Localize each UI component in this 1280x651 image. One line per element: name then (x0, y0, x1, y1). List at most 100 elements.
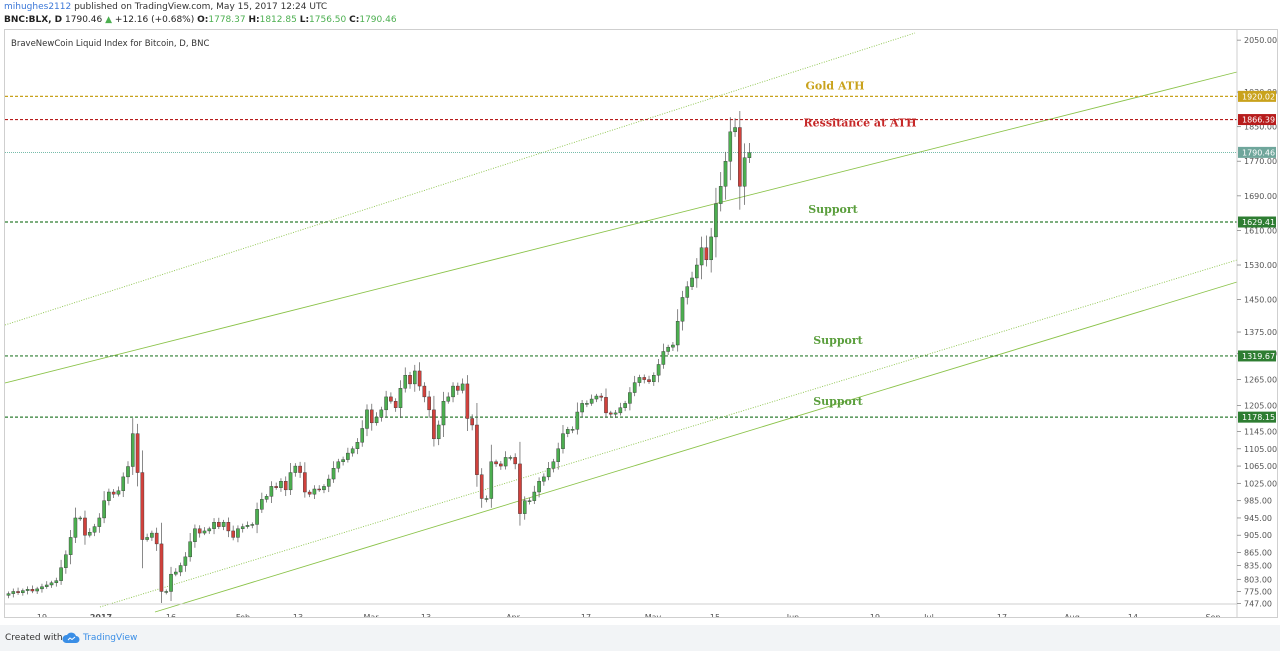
candle (484, 498, 489, 500)
candle (44, 584, 49, 587)
candle (188, 541, 192, 558)
candle (456, 385, 460, 391)
y-tick-label: 1265.00 (1244, 376, 1277, 385)
candle (494, 461, 498, 465)
candle (460, 383, 465, 391)
created-with-text: Created with (5, 633, 63, 643)
candle (350, 448, 355, 454)
channel-middle-line (5, 71, 1238, 384)
candle (341, 459, 345, 462)
candle (608, 412, 613, 415)
x-tick-label: 13 (293, 613, 303, 617)
price-label: 1866.39 (1242, 116, 1275, 125)
candle (690, 277, 694, 287)
candle (35, 588, 39, 592)
x-tick-label: 13 (421, 613, 431, 617)
x-tick-label: Aug (1064, 613, 1080, 617)
candle (589, 398, 594, 404)
channel-lower-line (154, 281, 1238, 613)
candle (422, 385, 427, 398)
candle (417, 370, 422, 387)
candle (427, 396, 431, 411)
candle (718, 186, 723, 204)
y-tick-label: 945.00 (1244, 514, 1272, 523)
candle (733, 127, 737, 133)
candle (652, 375, 656, 382)
candle (508, 457, 513, 459)
candle (714, 203, 718, 238)
tradingview-link[interactable]: TradingView (83, 633, 138, 643)
candle (695, 264, 699, 279)
candle (503, 457, 508, 467)
candle (365, 409, 369, 429)
candle (532, 491, 537, 501)
candle (671, 344, 675, 348)
y-tick-label: 1025.00 (1244, 479, 1277, 488)
candle (202, 530, 207, 534)
candle (398, 388, 403, 408)
candle (661, 351, 666, 365)
candle (54, 580, 59, 584)
candle (704, 247, 709, 261)
candle (64, 554, 68, 568)
y-tick-label: 775.00 (1244, 587, 1272, 596)
price-label-box (1238, 350, 1276, 362)
author-link[interactable]: mihughes2112 (4, 2, 72, 12)
candle (317, 488, 322, 491)
chart-title: BraveNewCoin Liquid Index for Bitcoin, D… (11, 39, 209, 49)
close-value: 1790.46 (359, 15, 397, 25)
tradingview-cloud-icon (62, 632, 80, 643)
published-text: published on TradingView.com, May 15, 20… (71, 2, 328, 12)
y-tick-label: 1770.00 (1244, 157, 1277, 166)
candle (73, 517, 78, 538)
candle (613, 412, 618, 415)
candle (546, 468, 551, 478)
candle (632, 382, 637, 393)
price-label-box (1238, 114, 1276, 126)
candle (413, 370, 417, 385)
candle (542, 476, 546, 482)
candle (68, 537, 73, 555)
channel-lower-dotted-line (99, 259, 1238, 608)
y-tick-label: 1205.00 (1244, 402, 1277, 411)
candle (680, 297, 685, 322)
chart-frame[interactable]: 2050.001930.001850.001770.001690.001610.… (4, 29, 1278, 618)
price-chart[interactable]: 2050.001930.001850.001770.001690.001610.… (5, 30, 1277, 617)
candle (369, 409, 374, 424)
publish-line: mihughes2112 published on TradingView.co… (4, 2, 327, 12)
candle (145, 537, 149, 540)
footer: Created with TradingView (0, 625, 1280, 651)
candle (441, 401, 446, 426)
y-tick-label: 835.00 (1244, 562, 1272, 571)
candle (49, 582, 54, 586)
x-tick-label: May (645, 613, 662, 617)
annotation-support: Support (813, 395, 863, 408)
candle (446, 396, 451, 402)
x-tick-label: Feb (236, 613, 250, 617)
annotation-resistance: Ressitance at ATH (804, 117, 917, 130)
price-label-box (1238, 146, 1276, 158)
candle (279, 481, 283, 488)
y-tick-label: 1450.00 (1244, 296, 1277, 305)
publish-header: mihughes2112 published on TradingView.co… (0, 0, 1280, 28)
price-label: 1319.67 (1242, 352, 1275, 361)
low-label: L: (299, 15, 310, 25)
candle (465, 383, 470, 419)
candle (747, 152, 752, 158)
candle (140, 472, 145, 540)
candle (346, 452, 350, 460)
candle (130, 433, 135, 467)
candle (221, 522, 226, 527)
candle (87, 532, 92, 536)
candle (551, 461, 556, 469)
candle (264, 496, 269, 500)
arrow-up-icon: ▲ (105, 15, 113, 25)
y-tick-label: 985.00 (1244, 497, 1272, 506)
x-tick-label: 17 (997, 613, 1007, 617)
candle (193, 528, 197, 542)
open-label: O: (197, 15, 209, 25)
candle (723, 161, 728, 187)
candle (585, 403, 589, 405)
price-label: 1178.15 (1242, 413, 1275, 422)
y-tick-label: 747.00 (1244, 600, 1272, 609)
